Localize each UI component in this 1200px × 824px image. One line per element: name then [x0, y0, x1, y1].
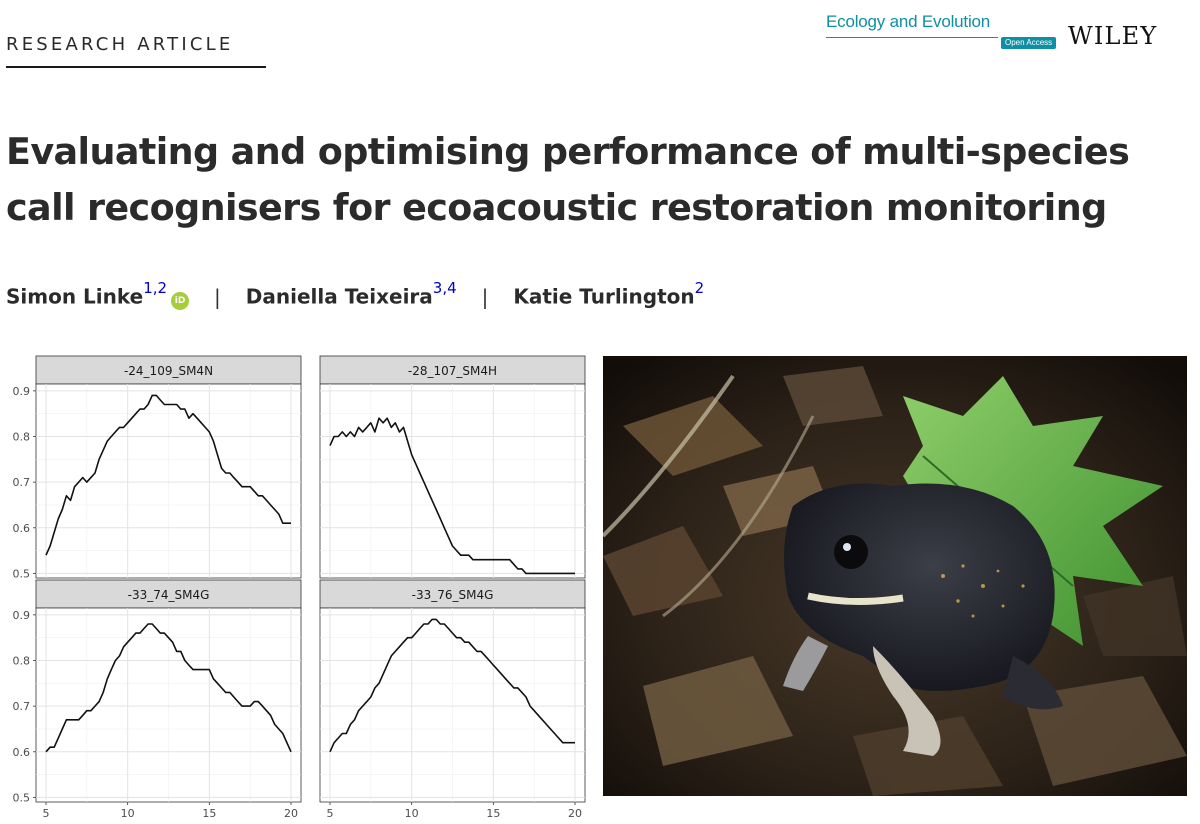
facet-title: -33_74_SM4G [128, 588, 210, 602]
y-tick-label: 0.5 [13, 791, 31, 804]
x-tick-label: 10 [121, 807, 135, 820]
facet-title: -33_76_SM4G [412, 588, 494, 602]
facet-title: -28_107_SM4H [408, 364, 497, 378]
y-tick-label: 0.6 [13, 522, 31, 535]
open-access-badge: Open Access [1001, 37, 1057, 49]
series-line [45, 623, 292, 753]
article-type-label: RESEARCH ARTICLE [6, 34, 234, 55]
article-type-underline [6, 66, 266, 68]
frog-photo [603, 356, 1187, 796]
facet-strip [319, 579, 586, 609]
author-affiliation[interactable]: 2 [694, 279, 705, 297]
author-separator: | [214, 284, 221, 309]
series-line [329, 417, 575, 575]
x-tick-label: 20 [284, 807, 298, 820]
journal-rule [826, 37, 998, 38]
author-name[interactable]: Simon Linke [6, 284, 144, 309]
facet-line-charts: -24_109_SM4N 0.5 0.6 0.7 0.8 0.9 -28_107_SM4H -… [13, 355, 586, 820]
article-title: Evaluating and optimising performance of… [6, 130, 1130, 229]
x-tick-label: 5 [327, 807, 334, 820]
facet-title: -24_109_SM4N [124, 364, 213, 378]
author-name[interactable]: Katie Turlington [513, 284, 695, 309]
y-tick-label: 0.5 [13, 567, 31, 580]
author-name[interactable]: Daniella Teixeira [245, 284, 433, 309]
y-tick-label: 0.8 [13, 430, 31, 443]
series-line [45, 394, 291, 556]
author-separator: | [481, 284, 489, 309]
author-list: Simon Linke1,2iD | Daniella Teixeira3,4 … [6, 279, 705, 310]
facet-strip [35, 355, 302, 385]
x-tick-label: 5 [43, 807, 50, 820]
x-tick-label: 10 [405, 807, 419, 820]
y-tick-label: 0.7 [13, 700, 31, 713]
publisher-logo[interactable]: WILEY [1068, 22, 1158, 50]
y-tick-label: 0.6 [13, 746, 31, 759]
y-tick-label: 0.7 [13, 476, 31, 489]
x-tick-label: 15 [202, 807, 216, 820]
y-tick-label: 0.9 [13, 385, 31, 398]
journal-name[interactable]: Ecology and Evolution [826, 12, 991, 31]
y-tick-label: 0.9 [13, 609, 31, 622]
x-tick-label: 15 [486, 807, 500, 820]
x-tick-label: 20 [568, 807, 582, 820]
y-tick-label: 0.8 [13, 654, 31, 667]
facet-strip [319, 355, 586, 385]
author-affiliation[interactable]: 3,4 [432, 279, 457, 297]
series-line [329, 618, 575, 753]
orcid-icon[interactable]: iD [171, 291, 190, 310]
facet-strip [35, 579, 302, 609]
author-affiliation[interactable]: 1,2 [143, 279, 168, 297]
